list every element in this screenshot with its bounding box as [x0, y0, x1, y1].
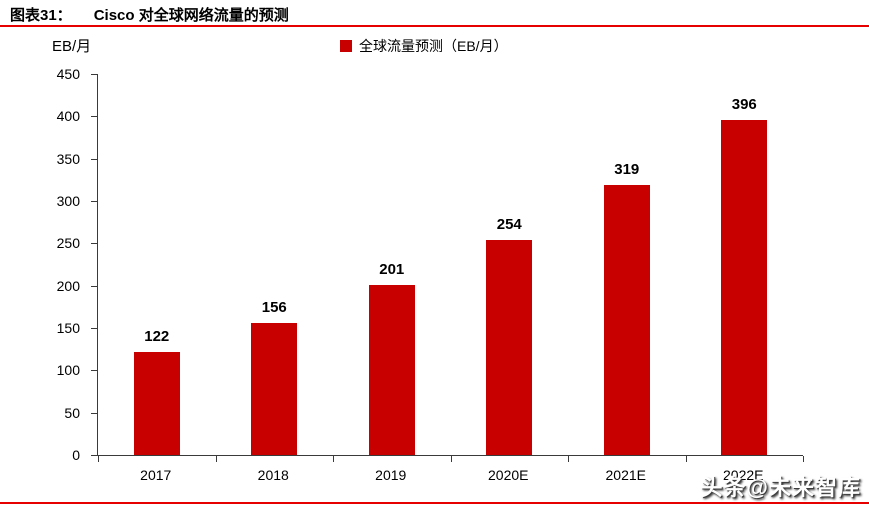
- bar: [133, 351, 180, 455]
- bar-value-label: 122: [144, 327, 170, 345]
- x-tick-mark: [98, 456, 99, 462]
- bar: [368, 284, 415, 455]
- y-tick-mark: [91, 370, 97, 372]
- y-tick-label: 100: [56, 362, 80, 379]
- y-tick-label: 450: [56, 66, 80, 82]
- bar: [251, 322, 298, 455]
- y-tick-mark: [91, 74, 97, 75]
- bar-slot: 319: [568, 74, 686, 455]
- bottom-divider-line: [0, 502, 869, 504]
- y-tick-mark: [91, 328, 97, 329]
- y-tick-label: 150: [56, 320, 80, 336]
- x-tick-mark: [568, 456, 569, 462]
- x-tick-mark: [450, 456, 452, 462]
- bar-value-label: 254: [496, 215, 522, 233]
- plot-area: 122 156 201 254 319 396: [91, 74, 804, 462]
- chart-legend: 全球流量预测（EB/月）: [340, 36, 508, 56]
- bar: [721, 119, 768, 455]
- x-tick-label: 2021E: [605, 467, 646, 483]
- bar: [603, 184, 650, 455]
- x-tick-mark: [803, 456, 804, 462]
- y-tick-label: 400: [56, 108, 80, 125]
- figure-title-text: Cisco 对全球网络流量的预测: [93, 7, 289, 24]
- bar-slot: 254: [451, 74, 569, 455]
- y-tick-label: 350: [56, 150, 80, 167]
- y-tick-mark: [91, 116, 97, 118]
- y-tick-label: 0: [72, 447, 80, 463]
- bar-value-label: 319: [614, 160, 640, 178]
- figure-title: 图表31： Cisco 对全球网络流量的预测: [10, 4, 289, 25]
- y-tick-mark: [91, 158, 97, 160]
- x-tick-label: 2020E: [488, 467, 529, 483]
- bar: [486, 239, 533, 455]
- x-tick-label: 2017: [140, 467, 172, 483]
- y-tick-mark: [91, 243, 97, 245]
- bar-slot: 156: [216, 74, 334, 455]
- x-tick-label: 2019: [375, 467, 407, 483]
- bar-value-label: 156: [261, 298, 287, 316]
- x-tick-mark: [685, 456, 687, 462]
- x-tick-label: 2022E: [723, 467, 764, 483]
- y-tick-label: 50: [64, 404, 80, 421]
- x-tick-label: 2018: [257, 467, 289, 483]
- y-tick-label: 250: [56, 235, 80, 252]
- watermark: 头条@未来智库: [700, 475, 861, 500]
- y-tick-mark: [91, 285, 97, 287]
- y-axis-unit-label: EB/月: [52, 38, 92, 55]
- figure-number-label: 图表31：: [10, 7, 72, 24]
- title-divider-line: [0, 25, 869, 27]
- y-tick-mark: [91, 455, 97, 456]
- y-tick-label: 200: [56, 277, 80, 294]
- bar-value-label: 201: [379, 260, 405, 278]
- x-tick-mark: [333, 456, 334, 462]
- bar-slot: 122: [98, 74, 216, 455]
- bar-slot: 201: [333, 74, 451, 455]
- legend-swatch: [340, 40, 352, 52]
- bar-value-label: 396: [731, 95, 757, 113]
- y-tick-mark: [91, 201, 97, 202]
- y-tick-label: 300: [56, 193, 80, 209]
- legend-label: 全球流量预测（EB/月）: [359, 38, 508, 54]
- x-tick-mark: [215, 456, 217, 462]
- bar-slot: 396: [686, 74, 804, 455]
- y-tick-mark: [91, 412, 97, 414]
